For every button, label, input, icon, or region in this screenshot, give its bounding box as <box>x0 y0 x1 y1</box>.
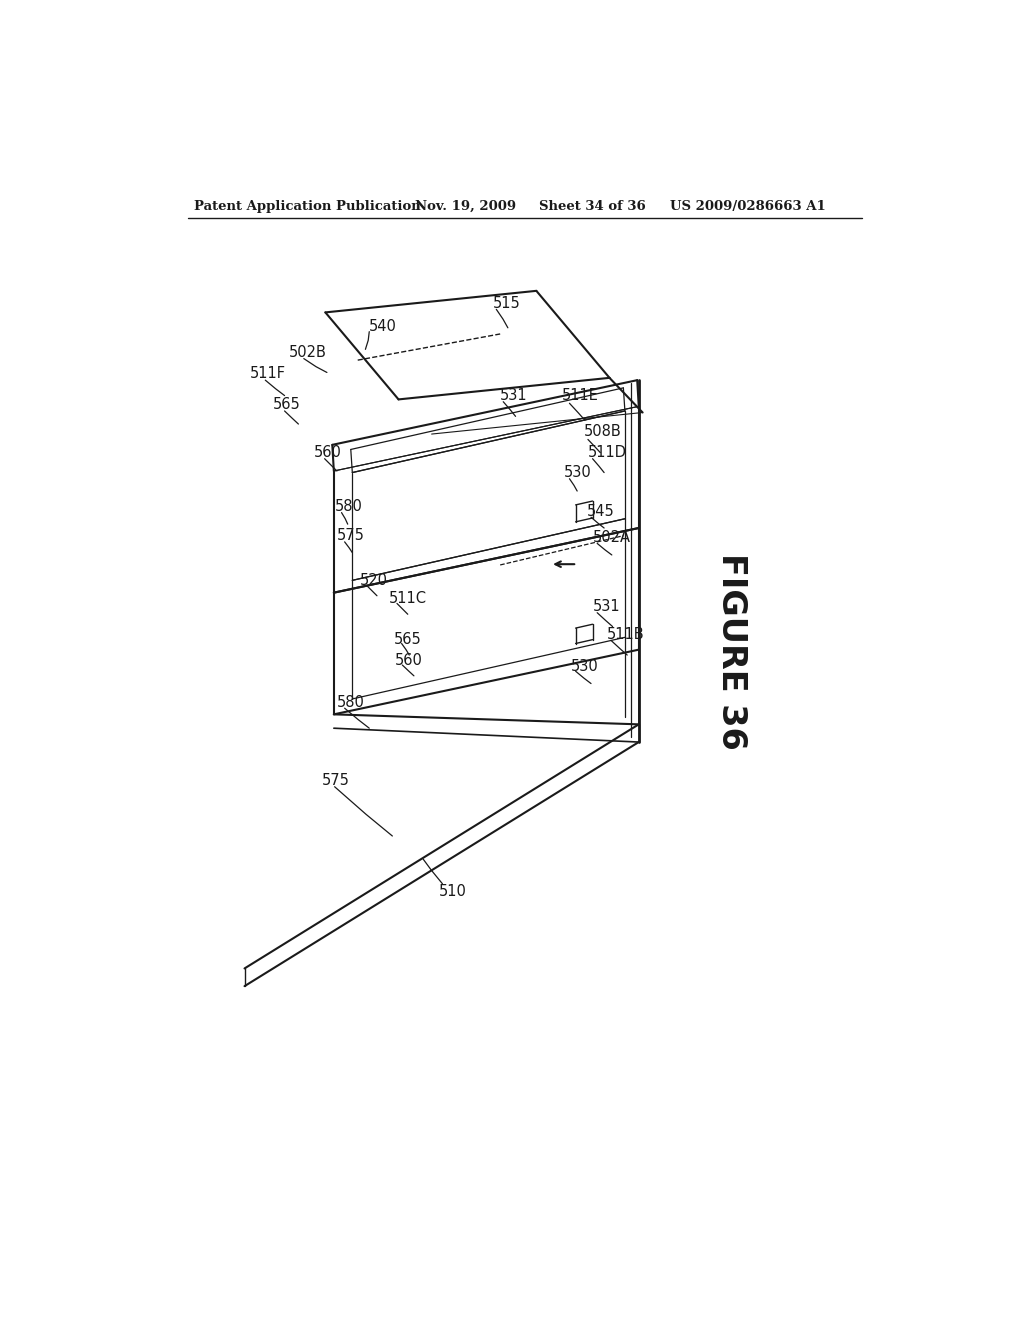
Text: 531: 531 <box>593 599 621 614</box>
Text: FIGURE 36: FIGURE 36 <box>715 553 748 750</box>
Text: 531: 531 <box>500 388 527 403</box>
Text: Nov. 19, 2009: Nov. 19, 2009 <box>416 199 516 213</box>
Text: 530: 530 <box>564 465 592 480</box>
Text: 511D: 511D <box>588 445 627 461</box>
Text: 575: 575 <box>337 528 365 544</box>
Text: Patent Application Publication: Patent Application Publication <box>194 199 421 213</box>
Text: 502B: 502B <box>289 345 327 360</box>
Text: 560: 560 <box>394 653 423 668</box>
Text: 511E: 511E <box>562 388 599 403</box>
Text: 520: 520 <box>360 573 388 587</box>
Text: 508B: 508B <box>584 424 622 440</box>
Text: 580: 580 <box>337 694 365 710</box>
Text: 560: 560 <box>313 445 342 461</box>
Text: 580: 580 <box>335 499 362 513</box>
Text: 502A: 502A <box>593 529 631 545</box>
Text: 511B: 511B <box>606 627 644 642</box>
Text: 540: 540 <box>370 318 397 334</box>
Text: 530: 530 <box>571 659 599 675</box>
Text: 510: 510 <box>438 884 467 899</box>
Text: Sheet 34 of 36: Sheet 34 of 36 <box>539 199 645 213</box>
Text: 545: 545 <box>587 503 615 519</box>
Text: US 2009/0286663 A1: US 2009/0286663 A1 <box>670 199 825 213</box>
Text: 511C: 511C <box>389 591 427 606</box>
Text: 515: 515 <box>493 296 520 310</box>
Text: 575: 575 <box>322 774 349 788</box>
Text: 565: 565 <box>273 397 301 412</box>
Text: 565: 565 <box>394 632 422 647</box>
Text: 511F: 511F <box>250 367 286 381</box>
